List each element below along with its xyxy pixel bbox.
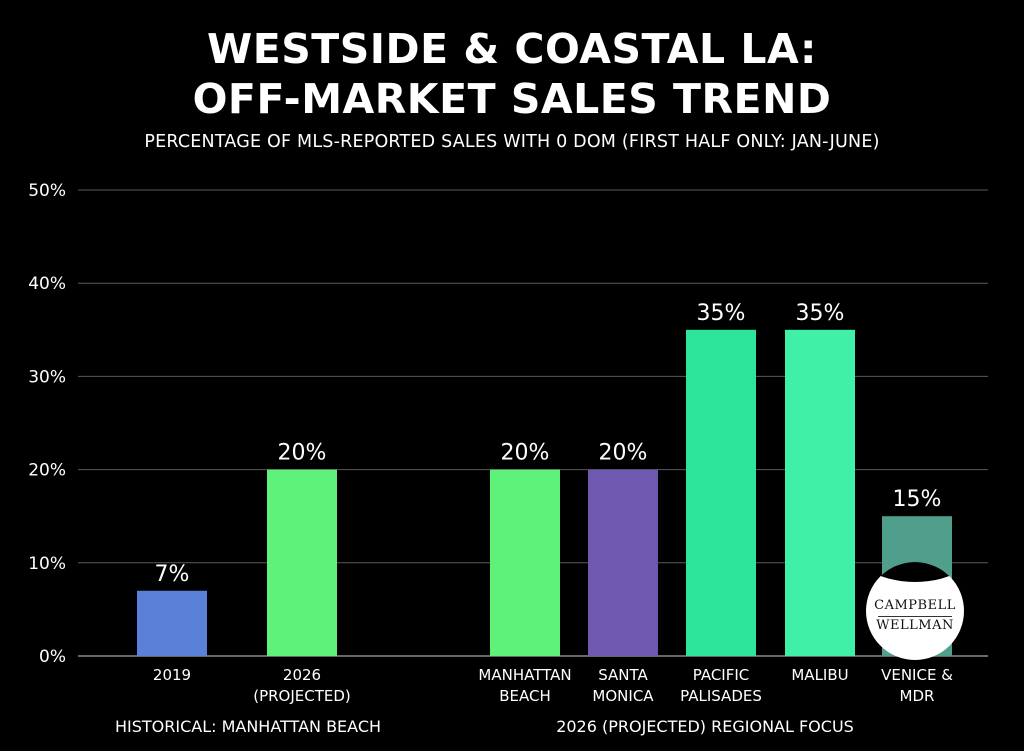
category-label: MALIBU: [791, 666, 848, 684]
logo-divider: [878, 616, 952, 617]
bar: [588, 469, 658, 656]
y-tick-label: 20%: [28, 461, 66, 481]
bar: [490, 469, 560, 656]
bar-value-label: 35%: [796, 301, 845, 326]
bar-value-label: 20%: [501, 441, 550, 466]
category-label: VENICE &: [881, 666, 953, 684]
bar-value-label: 7%: [155, 562, 190, 587]
logo-text-line-1: CAMPBELL: [874, 598, 956, 613]
category-label: MONICA: [592, 687, 654, 705]
logo-text-line-2: WELLMAN: [876, 618, 954, 633]
category-label: 2026: [283, 666, 321, 684]
category-label: MANHATTAN: [478, 666, 571, 684]
category-label: (PROJECTED): [253, 687, 351, 705]
category-label: PALISADES: [680, 687, 762, 705]
y-tick-label: 10%: [28, 554, 66, 574]
bar: [785, 329, 855, 656]
chart-title-line-2: OFF-MARKET SALES TREND: [192, 75, 832, 123]
bar: [686, 329, 756, 656]
group-label-historical: HISTORICAL: MANHATTAN BEACH: [114, 717, 382, 736]
bar-value-label: 35%: [697, 301, 746, 326]
y-tick-label: 40%: [28, 274, 66, 294]
bar-value-label: 20%: [599, 441, 648, 466]
y-tick-label: 0%: [39, 647, 66, 667]
bar: [137, 590, 207, 656]
group-label-regional: 2026 (PROJECTED) REGIONAL FOCUS: [556, 717, 854, 736]
logo-arch: [866, 562, 964, 582]
category-label: PACIFIC: [693, 666, 750, 684]
category-label: SANTA: [598, 666, 648, 684]
chart-subtitle: PERCENTAGE OF MLS-REPORTED SALES WITH 0 …: [144, 132, 880, 152]
bar-value-label: 15%: [893, 487, 942, 512]
category-label: MDR: [900, 687, 935, 705]
campbell-wellman-logo: CAMPBELL WELLMAN: [866, 562, 964, 660]
category-label: 2019: [153, 666, 191, 684]
y-tick-label: 50%: [28, 181, 66, 201]
y-tick-label: 30%: [28, 367, 66, 387]
bar: [267, 469, 337, 656]
category-label: BEACH: [499, 687, 551, 705]
bar-value-label: 20%: [278, 441, 327, 466]
chart-title-line-1: WESTSIDE & COASTAL LA:: [207, 25, 817, 73]
